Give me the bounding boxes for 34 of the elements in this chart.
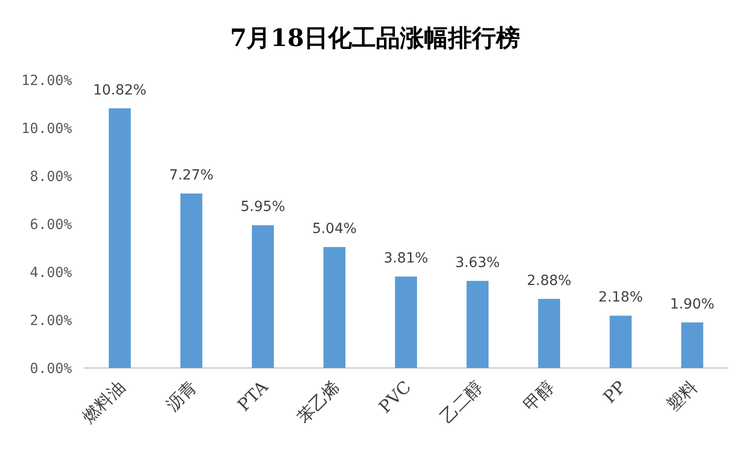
- data-label: 3.63%: [455, 254, 500, 271]
- x-tick-label: PTA: [234, 376, 273, 416]
- data-label: 7.27%: [169, 168, 214, 184]
- data-label: 2.88%: [526, 272, 572, 289]
- bar: [323, 247, 346, 368]
- y-tick-label: 6.00%: [30, 217, 73, 233]
- y-tick-label: 2.00%: [30, 313, 73, 329]
- data-label: 2.18%: [598, 290, 643, 306]
- data-label: 5.04%: [312, 221, 357, 238]
- bar: [610, 316, 632, 368]
- bar: [180, 194, 202, 368]
- x-tick-label: 乙二醇: [436, 377, 488, 428]
- y-tick-label: 12.00%: [21, 73, 73, 89]
- bar: [108, 108, 131, 368]
- y-tick-label: 4.00%: [30, 265, 73, 281]
- bar: [538, 298, 560, 368]
- bar: [252, 225, 274, 368]
- x-tick-label: 甲醇: [520, 377, 559, 416]
- data-label: 3.81%: [384, 250, 428, 267]
- x-tick-label: PP: [600, 377, 630, 408]
- chart-title: 7月18日化工品涨幅排行榜: [230, 23, 520, 52]
- y-tick-label: 8.00%: [30, 169, 73, 185]
- x-tick-label: 燃料油: [79, 377, 130, 428]
- x-tick-label: 沥青: [162, 377, 201, 416]
- bar: [466, 280, 489, 368]
- y-tick-label: 0.00%: [30, 361, 73, 377]
- data-label: 5.95%: [240, 199, 286, 216]
- data-label: 1.90%: [670, 296, 714, 312]
- bar: [395, 276, 417, 368]
- bar: [681, 322, 704, 368]
- x-tick-label: 苯乙烯: [294, 377, 344, 428]
- data-label: 10.82%: [93, 82, 146, 98]
- y-tick-label: 10.00%: [21, 121, 73, 137]
- x-tick-label: 塑料: [664, 377, 702, 416]
